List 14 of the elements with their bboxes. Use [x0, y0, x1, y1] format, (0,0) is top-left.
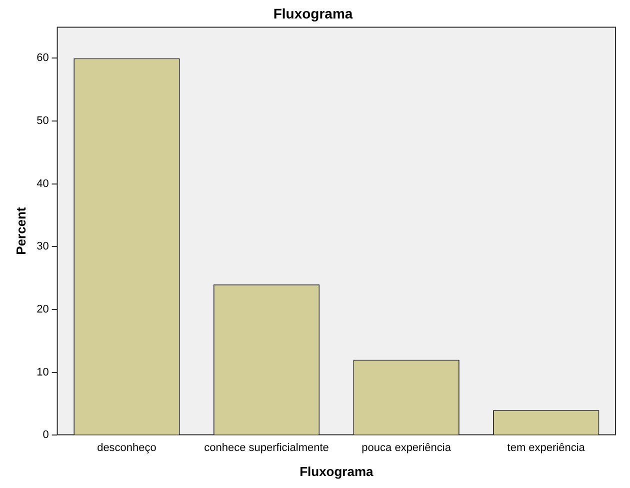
y-tick-label: 40	[36, 178, 49, 190]
y-tick-label: 30	[36, 240, 49, 253]
y-tick-label: 10	[36, 366, 49, 378]
y-tick-label: 0	[42, 429, 49, 442]
y-tick-label: 20	[36, 304, 49, 316]
x-tick-label: pouca experiência	[362, 442, 452, 454]
x-tick-label: desconheço	[97, 442, 156, 454]
y-tick-label: 50	[36, 115, 49, 128]
x-tick-label: tem experiência	[507, 442, 586, 454]
x-tick-label: conhece superficialmente	[204, 442, 329, 454]
y-tick-label: 60	[36, 52, 49, 64]
y-axis-title: Percent	[13, 206, 28, 255]
x-axis-title: Fluxograma	[300, 464, 374, 479]
chart-title: Fluxograma	[273, 5, 353, 22]
